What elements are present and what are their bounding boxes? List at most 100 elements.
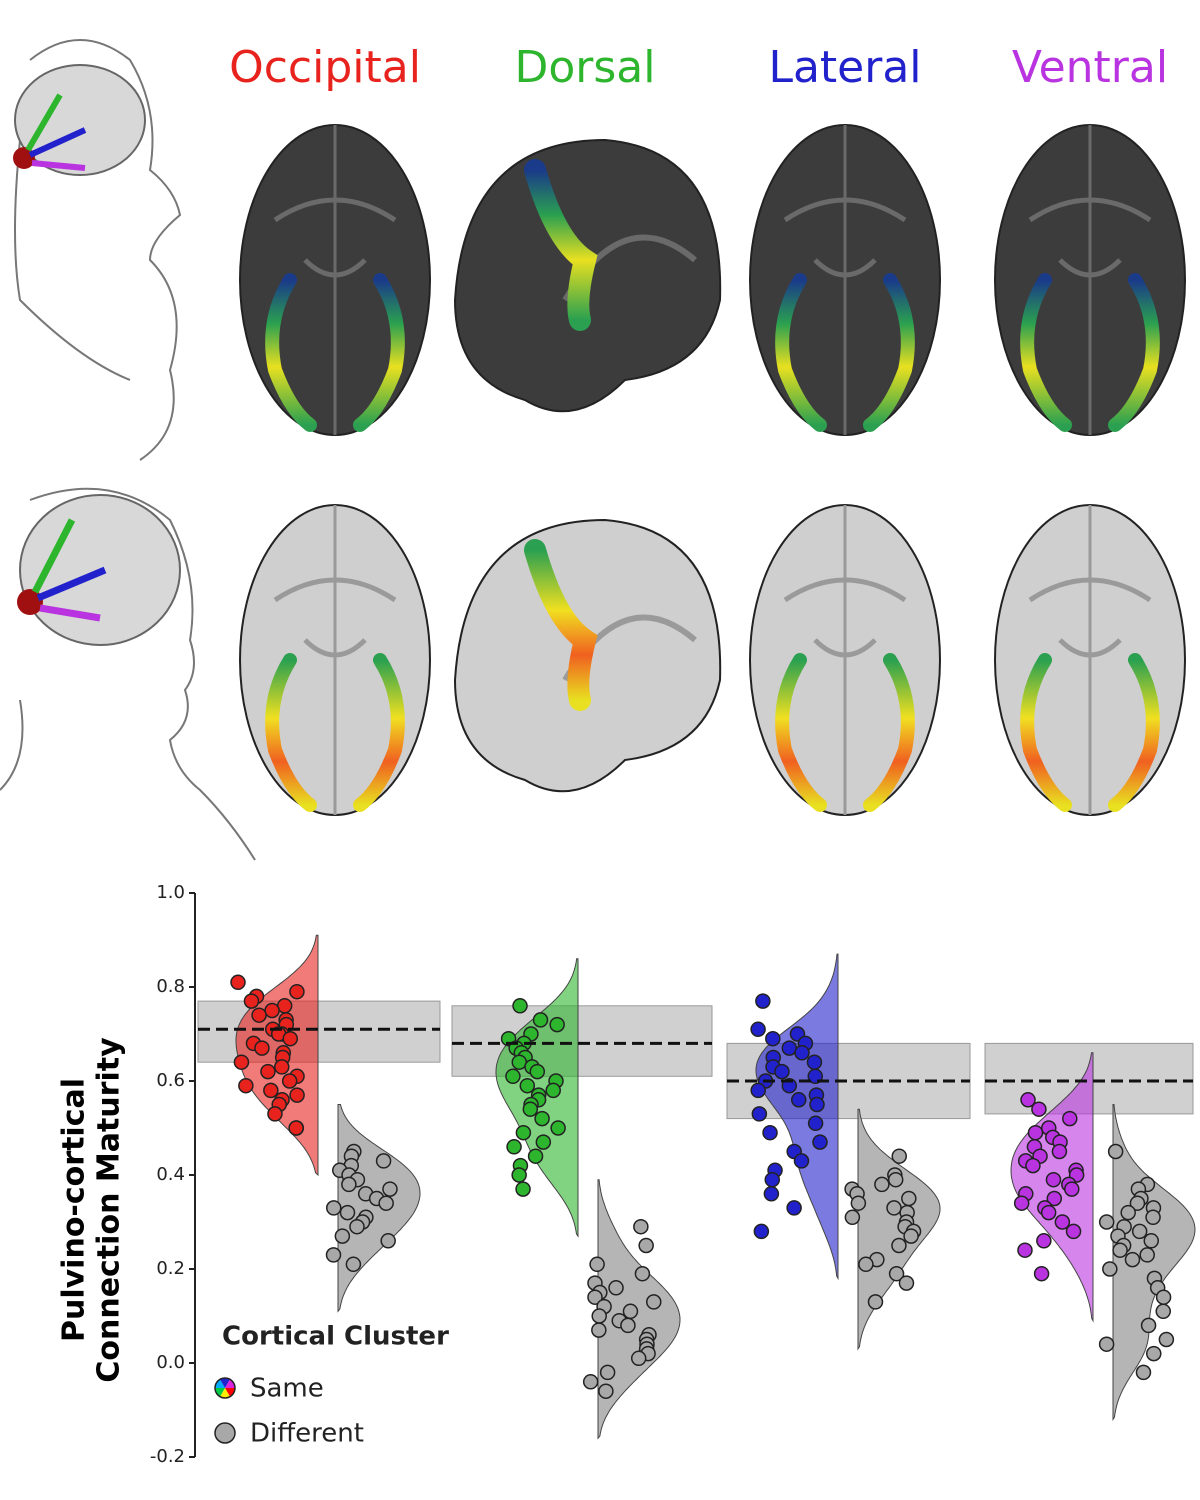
data-point xyxy=(867,1294,884,1310)
legend-swatch-different xyxy=(214,1422,236,1444)
y-tick-label: 0.0 xyxy=(156,1352,185,1373)
data-point xyxy=(1135,1364,1152,1381)
brain-fold xyxy=(1028,577,1152,658)
data-point xyxy=(535,1134,552,1150)
tract xyxy=(353,273,405,432)
data-point xyxy=(505,1068,521,1085)
data-point xyxy=(638,1237,654,1254)
data-point xyxy=(751,1106,768,1122)
data-point xyxy=(527,1148,544,1164)
data-point xyxy=(1098,1214,1115,1230)
data-point xyxy=(380,1233,396,1249)
data-point xyxy=(587,1289,603,1305)
legend-label: Same xyxy=(250,1374,324,1404)
data-point xyxy=(511,1054,528,1070)
data-point xyxy=(1158,1331,1175,1348)
data-point xyxy=(243,993,260,1009)
tract xyxy=(863,653,915,812)
data-point xyxy=(781,1040,798,1056)
data-point xyxy=(750,1021,766,1038)
data-point xyxy=(341,1176,357,1193)
data-point xyxy=(582,1374,599,1390)
legend-swatch-slice xyxy=(220,1378,230,1388)
data-point xyxy=(591,1308,607,1324)
tract xyxy=(353,653,405,812)
data-point xyxy=(1033,1265,1050,1282)
tract xyxy=(775,653,827,812)
data-point xyxy=(254,1040,270,1056)
data-point xyxy=(1065,1223,1082,1240)
data-point xyxy=(633,1218,649,1235)
data-point xyxy=(901,1190,917,1207)
legend-title: Cortical Cluster xyxy=(222,1322,449,1352)
data-point xyxy=(809,1096,825,1113)
data-point xyxy=(529,1063,546,1080)
data-point xyxy=(874,1176,890,1193)
data-point xyxy=(646,1294,662,1310)
data-point xyxy=(598,1383,614,1399)
data-point xyxy=(1064,1181,1080,1197)
data-point xyxy=(545,1082,561,1099)
data-point xyxy=(1020,1092,1036,1108)
data-point xyxy=(764,1171,781,1188)
data-point xyxy=(1031,1101,1047,1117)
adult-illustration xyxy=(0,487,256,861)
data-point xyxy=(793,1153,810,1169)
data-point xyxy=(807,1115,824,1132)
data-point xyxy=(274,1059,290,1075)
reference-band xyxy=(197,1000,441,1063)
data-point xyxy=(634,1265,651,1282)
legend-swatch-slice xyxy=(220,1388,230,1399)
data-point xyxy=(1143,1233,1160,1249)
data-point xyxy=(762,1124,778,1141)
data-point xyxy=(264,1002,280,1019)
data-point xyxy=(349,1218,365,1235)
data-point xyxy=(755,993,771,1009)
data-point xyxy=(382,1181,398,1197)
tract xyxy=(1108,273,1160,432)
y-tick-label: 0.6 xyxy=(156,1070,185,1091)
half-violin xyxy=(755,953,839,1281)
data-point xyxy=(326,1200,342,1216)
data-point xyxy=(794,1045,810,1061)
data-point xyxy=(289,983,305,1000)
data-point xyxy=(1045,1171,1062,1188)
data-point xyxy=(791,1092,807,1108)
data-point xyxy=(511,1167,527,1183)
column-title: Dorsal xyxy=(514,42,655,93)
reference-band xyxy=(451,1005,713,1077)
data-point xyxy=(1146,1345,1162,1362)
data-point xyxy=(339,1204,356,1221)
data-point xyxy=(1120,1204,1136,1221)
data-point xyxy=(608,1280,624,1296)
data-point xyxy=(1040,1204,1057,1221)
data-point xyxy=(238,1077,254,1094)
data-point xyxy=(1131,1223,1148,1240)
data-point xyxy=(260,1063,276,1080)
data-point xyxy=(282,1030,299,1047)
data-point xyxy=(1062,1110,1078,1127)
data-point xyxy=(325,1247,342,1263)
data-point xyxy=(1027,1124,1044,1141)
data-point xyxy=(891,1237,907,1254)
tract xyxy=(524,539,598,711)
y-tick-label: -0.2 xyxy=(150,1446,185,1467)
data-point xyxy=(886,1200,902,1216)
data-point xyxy=(1124,1251,1141,1268)
brain-images xyxy=(239,124,1186,816)
data-point xyxy=(903,1228,919,1244)
data-point xyxy=(512,998,528,1014)
tract xyxy=(265,273,317,432)
tract xyxy=(1020,653,1072,812)
data-point xyxy=(288,1120,304,1136)
data-point xyxy=(591,1322,607,1338)
data-point xyxy=(1102,1261,1118,1277)
tract xyxy=(775,273,827,432)
data-point xyxy=(887,1171,904,1188)
data-point xyxy=(532,1012,549,1028)
data-point xyxy=(289,1087,305,1103)
data-point xyxy=(750,1082,766,1099)
half-violin xyxy=(597,1179,681,1440)
